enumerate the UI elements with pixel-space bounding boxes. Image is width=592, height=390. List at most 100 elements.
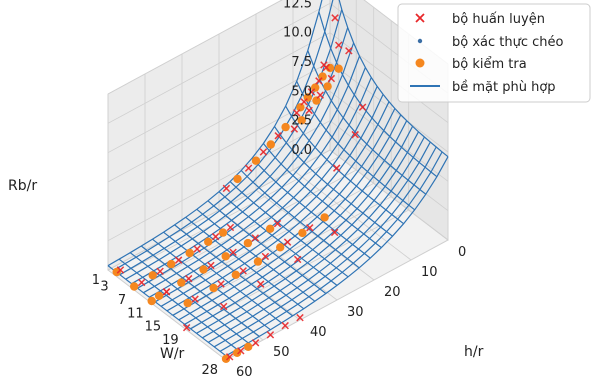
legend-label-train: bộ huấn luyện (452, 12, 545, 27)
grid-line-z (107, 0, 283, 95)
surface-mesh-line (184, 120, 408, 325)
y-tick-label: 11 (127, 306, 144, 321)
test-point (298, 228, 307, 238)
train-point (207, 261, 215, 270)
legend-label-surface: bề mặt phù hợp (452, 80, 556, 95)
z-tick-label: 2.5 (291, 114, 312, 129)
train-point (351, 130, 359, 139)
z-tick-label: 0.0 (291, 143, 312, 158)
legend-marker-test (415, 58, 425, 68)
train-point (300, 98, 308, 106)
test-point (204, 237, 213, 246)
train-point (293, 255, 302, 264)
legend-label-test: bộ kiểm tra (452, 57, 527, 72)
grid-line-x (107, 269, 227, 361)
train-point (191, 295, 199, 303)
test-point (231, 270, 240, 279)
train-point (335, 41, 343, 49)
y-tick-label: 1 (92, 273, 100, 288)
grid-line-x (292, 169, 412, 261)
train-point (226, 223, 235, 232)
train-point (283, 238, 292, 246)
train-point (296, 313, 304, 322)
y-tick-label: 15 (145, 320, 162, 335)
grid-line-z (329, 32, 449, 123)
train-point (244, 164, 253, 172)
x-axis-label: h/r (464, 344, 484, 360)
train-point (137, 278, 146, 287)
train-point (259, 148, 268, 156)
test-point (312, 96, 321, 105)
z-tick-label: 5.0 (291, 84, 312, 99)
grid-line-x (255, 189, 375, 281)
train-point (174, 256, 183, 264)
y-tick-label: 28 (201, 363, 218, 378)
train-point (193, 245, 201, 253)
train-point (237, 347, 245, 355)
test-point (334, 64, 343, 73)
train-point (184, 274, 193, 283)
train-point (307, 88, 316, 96)
test-point (148, 271, 157, 280)
x-tick-label: 60 (236, 365, 253, 380)
test-point (232, 348, 242, 357)
legend-marker-validation (417, 38, 423, 44)
test-point (320, 213, 329, 222)
test-point (243, 238, 253, 248)
train-point (182, 323, 191, 332)
grid-line-z (329, 61, 449, 153)
surface-mesh-line (172, 108, 396, 316)
train-point (239, 267, 247, 275)
grid-line-y (225, 239, 449, 361)
train-point (256, 280, 265, 288)
test-point (199, 265, 208, 274)
train-point (229, 248, 237, 257)
test-point (253, 257, 263, 266)
test-point (154, 291, 164, 300)
train-point (315, 77, 323, 85)
train-point (274, 132, 282, 140)
test-point (177, 278, 186, 287)
surface-mesh-line (160, 94, 384, 307)
test-point (296, 103, 305, 112)
test-point (130, 282, 139, 291)
surface-mesh-line (113, 0, 334, 271)
y-axis-label: W/r (160, 346, 185, 362)
test-point (221, 354, 231, 363)
legend-box (397, 3, 591, 103)
grid-line-y (151, 182, 374, 304)
y-tick-label: 7 (118, 293, 126, 308)
test-point (147, 296, 156, 306)
test-point (276, 243, 285, 252)
surface-mesh-line (125, 27, 349, 280)
test-point (244, 342, 253, 351)
surface-mesh-line (143, 67, 366, 294)
train-point (316, 91, 324, 99)
grid-line-z (107, 2, 331, 124)
test-point (323, 82, 332, 91)
test-point (167, 259, 176, 269)
train-point (345, 47, 353, 55)
train-point (219, 302, 228, 311)
test-point (183, 298, 192, 308)
x-tick-label: 20 (384, 285, 401, 300)
surface-mesh-line (178, 114, 402, 321)
x-tick-label: 50 (273, 345, 290, 360)
z-axis-label: Rb/r (8, 178, 37, 194)
train-point (116, 266, 125, 274)
surface-mesh-line (219, 151, 443, 352)
test-point (218, 228, 228, 237)
train-point (211, 232, 220, 241)
z-tick-label: 12.5 (283, 0, 312, 11)
x-tick-label: 10 (421, 265, 438, 280)
grid-line-z (107, 120, 331, 242)
train-point (251, 339, 260, 347)
z-tick-label: 10.0 (283, 26, 312, 41)
test-point (112, 267, 121, 277)
surface-mesh-line (154, 86, 378, 303)
test-point (281, 122, 290, 132)
grid-line-x (218, 209, 338, 301)
surface-mesh-line (190, 126, 414, 330)
train-point (222, 184, 231, 193)
